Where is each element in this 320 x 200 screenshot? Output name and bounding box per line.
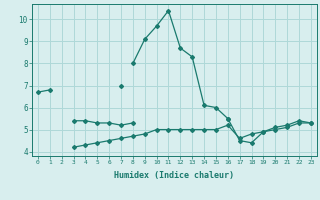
X-axis label: Humidex (Indice chaleur): Humidex (Indice chaleur) [115, 171, 234, 180]
